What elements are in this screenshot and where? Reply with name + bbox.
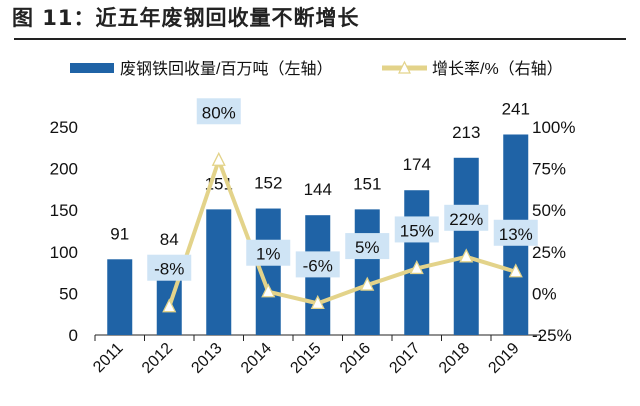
- left-axis-tick-label: 50: [59, 284, 78, 303]
- growth-label-box: [493, 219, 538, 246]
- x-axis-tick-label: 2011: [90, 340, 126, 376]
- legend-bar-swatch: [70, 63, 114, 73]
- growth-label: -8%: [154, 260, 184, 279]
- growth-label: 80%: [202, 103, 236, 122]
- bar-value-label: 241: [502, 99, 530, 118]
- right-axis-tick-label: 75%: [532, 160, 566, 179]
- growth-marker: [508, 263, 523, 278]
- growth-label-box: [444, 204, 489, 231]
- bar-value-label: 213: [452, 123, 480, 142]
- right-axis-tick-label: -25%: [532, 326, 572, 345]
- bar-2013: [206, 209, 232, 335]
- bar-value-label: 151: [353, 174, 381, 193]
- right-axis-tick-label: 50%: [532, 201, 566, 220]
- legend-bar-label: 废钢铁回收量/百万吨（左轴）: [120, 60, 332, 78]
- x-axis-tick-label: 2018: [436, 340, 473, 377]
- figure-title: 图 11：近五年废钢回收量不断增长: [12, 6, 360, 30]
- x-axis-tick-label: 2017: [386, 340, 423, 377]
- growth-rate-line: [167, 158, 517, 308]
- growth-label-box: [345, 233, 390, 260]
- growth-label-box: [394, 216, 439, 243]
- growth-marker: [162, 298, 177, 313]
- right-axis-tick-label: 100%: [532, 118, 575, 137]
- left-axis-tick-label: 250: [50, 118, 78, 137]
- growth-marker: [211, 151, 226, 166]
- growth-label: 1%: [256, 245, 281, 264]
- legend-line-label: 增长率/%（右轴）: [432, 60, 563, 78]
- growth-label-box: [295, 251, 340, 278]
- growth-marker: [360, 276, 375, 291]
- growth-label: 22%: [449, 210, 483, 229]
- x-axis-tick-label: 2013: [188, 340, 225, 377]
- growth-label: 13%: [499, 225, 533, 244]
- bar-value-label: 91: [110, 224, 129, 243]
- left-axis-tick-label: 200: [50, 160, 78, 179]
- title-divider: [14, 38, 626, 40]
- growth-marker: [409, 259, 424, 275]
- bar-value-label: 84: [160, 230, 179, 249]
- x-axis-tick-label: 2012: [139, 340, 176, 377]
- growth-label: 15%: [400, 221, 434, 240]
- bar-value-label: 152: [254, 174, 282, 193]
- growth-marker: [310, 294, 325, 310]
- growth-label-box: [147, 254, 192, 281]
- growth-label: -6%: [303, 256, 333, 275]
- left-axis-tick-label: 100: [50, 243, 78, 262]
- growth-marker: [459, 248, 474, 263]
- growth-label-box: [246, 239, 291, 266]
- left-axis-tick-label: 150: [50, 201, 78, 220]
- growth-label-box: [196, 98, 241, 125]
- bar-2011: [107, 259, 133, 335]
- x-axis-tick-label: 2019: [485, 340, 522, 377]
- x-axis-tick-label: 2015: [287, 340, 324, 377]
- right-axis-tick-label: 0%: [532, 284, 557, 303]
- right-axis-tick-label: 25%: [532, 243, 566, 262]
- growth-label: 5%: [355, 238, 380, 257]
- bar-2018: [453, 157, 479, 335]
- bar-value-label: 174: [403, 155, 431, 174]
- bar-value-label: 144: [304, 180, 332, 199]
- legend-triangle-marker: [398, 60, 411, 74]
- bar-2016: [354, 209, 380, 335]
- left-axis-tick-label: 0: [69, 326, 78, 345]
- growth-marker: [261, 283, 276, 298]
- x-axis-tick-label: 2016: [337, 340, 374, 377]
- x-axis-tick-label: 2014: [238, 340, 275, 377]
